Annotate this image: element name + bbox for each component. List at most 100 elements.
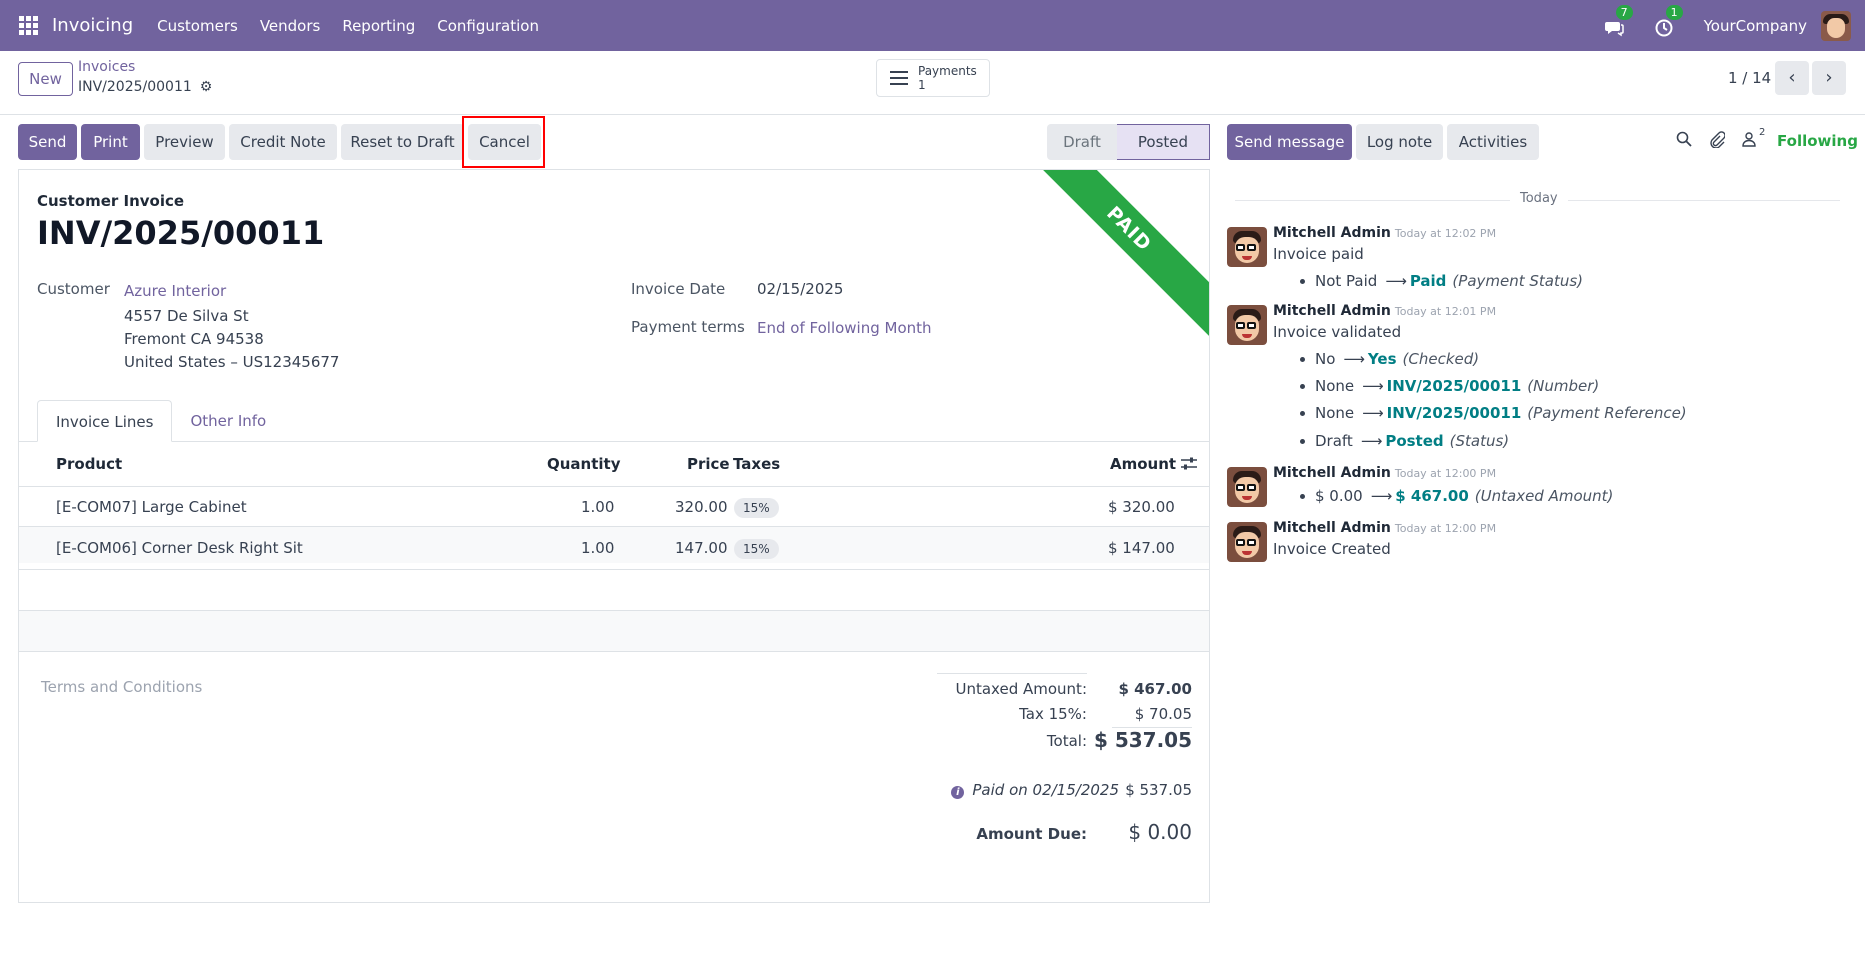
activities-button[interactable]: Activities	[1447, 124, 1539, 160]
messages-icon[interactable]: 7	[1604, 4, 1633, 38]
tax-badge: 15%	[734, 498, 779, 518]
tabs-divider	[19, 441, 1209, 442]
menu-item-reporting[interactable]: Reporting	[342, 16, 416, 35]
user-avatar[interactable]	[1821, 10, 1851, 41]
pager-value[interactable]: 1 / 14	[1728, 69, 1772, 87]
column-header-amount[interactable]: Amount	[1110, 455, 1177, 473]
invoice-date-label: Invoice Date	[631, 280, 726, 298]
preview-button[interactable]: Preview	[144, 124, 225, 160]
customer-address-line-3: United States – US12345677	[124, 353, 340, 371]
message-author[interactable]: Mitchell Admin	[1273, 303, 1391, 319]
quantity-cell[interactable]: 1.00	[581, 498, 615, 516]
tracking-value: Draft ⟶ Posted (Status)	[1300, 432, 1509, 450]
total-label: Total:	[1046, 732, 1087, 750]
tax-badge: 15%	[734, 539, 779, 559]
message-date: Today at 12:02 PM	[1394, 227, 1497, 240]
status-bar: Draft Posted	[1047, 124, 1210, 160]
invoice-date-field[interactable]: 02/15/2025	[757, 280, 844, 298]
tracking-value: $ 0.00 ⟶ $ 467.00 (Untaxed Amount)	[1300, 487, 1613, 505]
cancel-button[interactable]: Cancel	[468, 124, 541, 160]
message-author[interactable]: Mitchell Admin	[1273, 520, 1391, 536]
author-avatar[interactable]	[1227, 227, 1267, 267]
paid-amount-value: $ 537.05	[1125, 781, 1192, 799]
send-button[interactable]: Send	[18, 124, 77, 160]
untaxed-amount-label: Untaxed Amount:	[955, 680, 1088, 698]
tracking-value: Not Paid ⟶ Paid (Payment Status)	[1300, 272, 1583, 290]
menu-item-customers[interactable]: Customers	[157, 16, 238, 35]
price-cell[interactable]: 147.00	[675, 539, 728, 557]
tab-invoice-lines[interactable]: Invoice Lines	[37, 400, 173, 442]
tax-label: Tax 15%:	[1019, 705, 1087, 723]
status-draft[interactable]: Draft	[1047, 124, 1117, 160]
cancel-button-wrapper: Cancel	[462, 116, 545, 168]
message-date: Today at 12:01 PM	[1394, 305, 1497, 318]
customer-link[interactable]: Azure Interior	[124, 282, 227, 300]
optional-columns-icon[interactable]	[1180, 456, 1198, 476]
message-author[interactable]: Mitchell Admin	[1273, 225, 1391, 241]
amount-cell: $ 147.00	[1108, 539, 1175, 557]
author-avatar[interactable]	[1227, 467, 1267, 507]
product-cell[interactable]: [E-COM07] Large Cabinet	[56, 498, 247, 516]
search-icon[interactable]	[1676, 131, 1692, 151]
menu-item-configuration[interactable]: Configuration	[437, 16, 539, 35]
payments-count: 1	[918, 78, 926, 92]
followers-count: 2	[1759, 127, 1766, 138]
document-type: Customer Invoice	[37, 192, 185, 210]
tax-value: $ 70.05	[1134, 705, 1192, 723]
tracking-value: None ⟶ INV/2025/00011 (Number)	[1300, 377, 1599, 395]
activities-count-badge: 1	[1665, 4, 1683, 20]
following-toggle[interactable]: Following	[1777, 132, 1858, 150]
credit-note-button[interactable]: Credit Note	[229, 124, 337, 160]
pager-next-button[interactable]: ›	[1812, 61, 1846, 95]
breadcrumb-current: INV/2025/00011 ⚙	[78, 79, 212, 95]
apps-menu-icon[interactable]	[19, 15, 39, 36]
product-cell[interactable]: [E-COM06] Corner Desk Right Sit	[56, 539, 303, 557]
app-name[interactable]: Invoicing	[52, 15, 134, 36]
tab-other-info[interactable]: Other Info	[190, 412, 267, 430]
paid-on-label[interactable]: i Paid on 02/15/2025	[951, 781, 1119, 799]
invoice-form-sheet: PAID Customer Invoice INV/2025/00011 Cus…	[18, 169, 1210, 903]
terms-and-conditions-field[interactable]: Terms and Conditions	[41, 678, 203, 696]
payments-smart-button[interactable]: Payments 1	[876, 59, 990, 97]
paid-ribbon: PAID	[1009, 170, 1209, 349]
column-header-taxes[interactable]: Taxes	[733, 455, 781, 473]
customer-label: Customer	[37, 280, 110, 298]
message-author[interactable]: Mitchell Admin	[1273, 465, 1391, 481]
customer-address-line-2: Fremont CA 94538	[124, 330, 264, 348]
log-note-button[interactable]: Log note	[1356, 124, 1443, 160]
activities-clock-icon[interactable]: 1	[1654, 4, 1683, 38]
send-message-button[interactable]: Send message	[1227, 124, 1352, 160]
author-avatar[interactable]	[1227, 305, 1267, 345]
followers-icon[interactable]: 2	[1741, 127, 1765, 151]
reset-to-draft-button[interactable]: Reset to Draft	[341, 124, 464, 160]
column-header-price[interactable]: Price	[687, 455, 730, 473]
main-menu: Customers Vendors Reporting Configuratio…	[146, 17, 550, 35]
payment-terms-field[interactable]: End of Following Month	[757, 319, 932, 337]
company-switcher[interactable]: YourCompany	[1703, 16, 1807, 35]
price-cell[interactable]: 320.00	[675, 498, 728, 516]
print-button[interactable]: Print	[81, 124, 140, 160]
list-icon	[890, 71, 908, 85]
message-date: Today at 12:00 PM	[1394, 522, 1497, 535]
message-date: Today at 12:00 PM	[1394, 467, 1497, 480]
status-posted[interactable]: Posted	[1117, 124, 1210, 160]
empty-row	[19, 610, 1209, 651]
column-header-product[interactable]: Product	[56, 455, 123, 473]
attachment-paperclip-icon[interactable]	[1709, 131, 1726, 152]
author-avatar[interactable]	[1227, 522, 1267, 562]
message-body: Invoice Created	[1273, 540, 1391, 558]
message-body: Invoice paid	[1273, 245, 1364, 263]
gear-icon[interactable]: ⚙	[199, 79, 213, 95]
amount-cell: $ 320.00	[1108, 498, 1175, 516]
info-icon[interactable]: i	[951, 786, 965, 799]
notebook-tabs: Invoice Lines Other Info	[37, 400, 284, 442]
column-header-quantity[interactable]: Quantity	[547, 455, 621, 473]
quantity-cell[interactable]: 1.00	[581, 539, 615, 557]
new-button[interactable]: New	[18, 62, 73, 96]
pager-previous-button[interactable]: ‹	[1775, 61, 1809, 95]
breadcrumb-invoices-link[interactable]: Invoices	[78, 59, 136, 75]
payments-label: Payments	[918, 64, 977, 78]
message-body: Invoice validated	[1273, 323, 1402, 341]
menu-item-vendors[interactable]: Vendors	[259, 16, 321, 35]
messages-count-badge: 7	[1615, 4, 1633, 20]
